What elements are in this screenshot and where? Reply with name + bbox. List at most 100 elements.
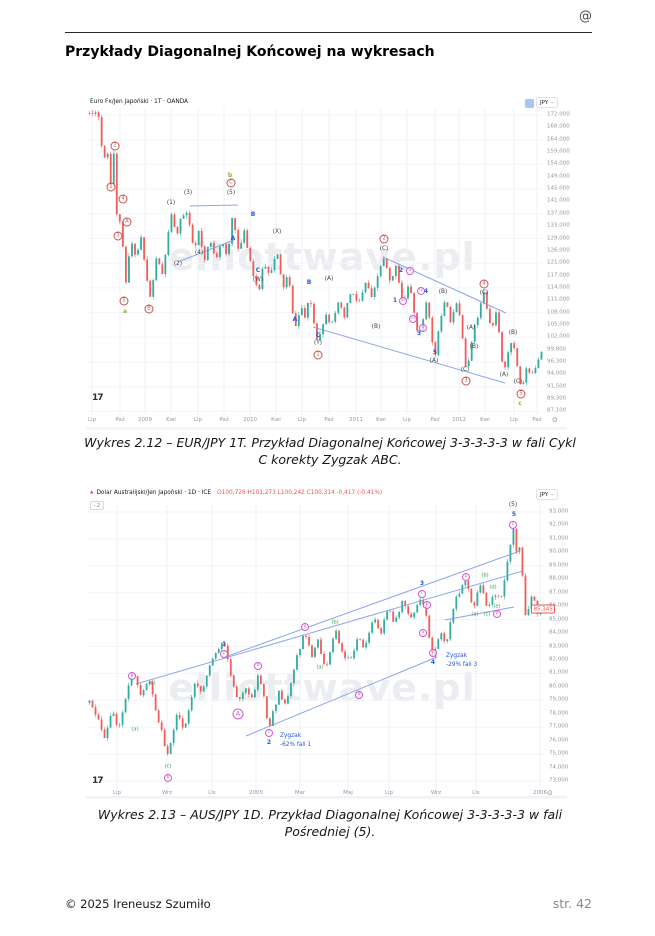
candle-body [311,645,313,658]
time-axis-label: 2006 [533,790,547,796]
candle-body [229,659,232,676]
candle-body [349,294,352,304]
candle-body [293,669,295,684]
wave-label: 3 [461,376,471,386]
candle-body [371,622,374,633]
time-axis-label: Wrz [161,790,173,796]
wave-label: (Y) [313,340,323,347]
price-axis-label: 114,000 [547,284,570,291]
tradingview-logo[interactable]: 17 [92,776,103,786]
candle-body [376,276,379,288]
price-axis-label: 172,000 [547,111,570,118]
time-axis-label: Paź [430,417,440,423]
candle-body [537,359,540,368]
candle-body [492,322,494,326]
price-axis-label: 102,000 [547,333,570,340]
time-axis-label: 2009 [138,417,152,423]
time-axis-label: Mar [294,790,306,796]
chart2-indicator-badge[interactable]: - 2 [90,501,104,510]
tradingview-logo[interactable]: 17 [92,393,103,403]
candle-body [428,615,431,638]
candle-body [209,243,212,247]
candle-body [521,547,524,576]
candle-body [282,274,285,288]
time-axis-label: 2010 [243,417,257,423]
price-axis-label: 78,000 [549,710,569,716]
candles-group [88,110,543,386]
candle-body [308,636,310,646]
candle-body [196,683,199,687]
candle-body [217,649,220,653]
candle-body [127,685,130,699]
candle-body [287,696,289,704]
candle-body [240,242,243,249]
wave-label: 1 [106,182,116,192]
trendline [245,656,438,737]
price-axis-label: 117,000 [547,271,570,278]
candle-body [379,266,382,277]
camera-icon[interactable]: ⊙ [547,789,553,797]
wave-label: (4) [194,250,204,257]
footer-page-number: str. 42 [552,896,592,911]
candle-body [259,675,262,685]
candle-body [188,212,191,225]
candle-body [179,218,182,234]
candle-body [401,282,403,301]
candle-body [256,675,259,690]
candle-body [495,312,497,326]
candle-body [271,711,274,726]
chart-audjpy-canvas[interactable] [86,487,567,803]
candle-body [504,361,507,368]
candle-body [118,214,121,222]
candle-body [488,604,491,606]
candle-body [100,719,103,730]
candle-body [419,599,422,605]
time-axis-label: 2005 [249,790,263,796]
candle-body [416,312,419,331]
candle-body [306,303,309,318]
candle-body [94,112,97,114]
candle-body [530,596,533,610]
candle-body [325,314,328,325]
candle-body [337,302,340,313]
wave-label: (C) [513,379,523,386]
price-axis-label: 164,000 [547,135,570,142]
wave-label: (B) [469,344,479,351]
candle-body [507,352,510,368]
candle-body [97,714,100,720]
page-title: Przykłady Diagonalnej Końcowej na wykres… [65,44,435,60]
candle-body [237,229,240,249]
caption-wykres-2-13: Wykres 2.13 – AUS/JPY 1D. Przykład Diago… [68,806,592,840]
caption-line: C korekty Zygzak ABC. [258,452,402,467]
wave-label: a [128,672,136,680]
wave-label: a [462,573,470,581]
candle-body [250,694,253,698]
candle-body [347,657,350,659]
time-axis-label: Lis [208,790,216,796]
wave-label: c [509,521,517,529]
candle-body [274,704,277,712]
chart1-currency-dropdown[interactable]: JPY ⌄ [536,97,558,108]
candle-body [121,712,124,725]
candle-body [377,619,380,629]
candle-body [449,306,452,323]
chart2-currency-dropdown[interactable]: JPY ⌄ [536,489,558,500]
candle-body [491,596,494,605]
candle-body [470,588,473,603]
candle-body [247,688,250,695]
candle-body [350,657,353,659]
panel-icon[interactable] [525,99,534,108]
candle-body [431,317,434,343]
candle-body [167,231,170,256]
candle-body [161,264,164,275]
camera-icon[interactable]: ⊙ [552,416,558,424]
candle-body [291,285,294,314]
wave-label: b [164,774,172,782]
candle-body [425,604,428,616]
wave-label: 5 [119,296,129,306]
chart-eurjpy-canvas[interactable] [86,96,567,434]
wave-label: b [227,172,233,179]
candle-body [533,596,536,601]
candle-body [139,685,142,696]
price-axis-label: 96,300 [547,358,567,365]
